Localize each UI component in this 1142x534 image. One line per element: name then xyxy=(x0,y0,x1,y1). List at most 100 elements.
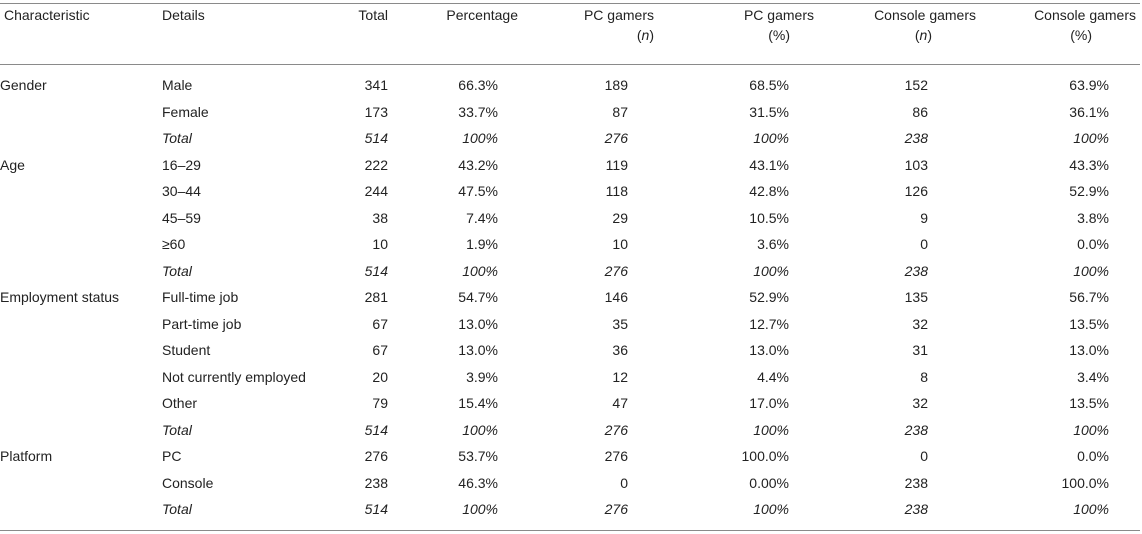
cell-characteristic xyxy=(0,364,162,391)
cell-console-gamers-n: 152 xyxy=(904,77,928,93)
table-row: Platform PC 276 53.7% 276 100.0% 0 0.0% xyxy=(0,443,1140,470)
cell-percentage: 54.7% xyxy=(458,289,498,305)
cell-pc-gamers-n: 12 xyxy=(612,368,628,385)
cell-pc-gamers-pct: 52.9% xyxy=(749,289,789,305)
cell-details: Full-time job xyxy=(162,289,239,305)
cell-total: 281 xyxy=(364,289,388,305)
cell-console-gamers-pct: 3.8% xyxy=(1077,209,1109,226)
table-row: Not currently employed 20 3.9% 12 4.4% 8 3.4% xyxy=(0,364,1140,391)
table-row-total: Total 514 100% 276 100% 238 100% xyxy=(0,125,1140,152)
cell-details: 16–29 xyxy=(162,156,201,173)
cell-percentage: 53.7% xyxy=(458,448,498,464)
table-header-rule xyxy=(0,64,1140,65)
cell-pc-gamers-n: 276 xyxy=(604,421,628,438)
cell-console-gamers-n: 238 xyxy=(904,262,928,279)
cell-pc-gamers-n: 119 xyxy=(605,156,628,173)
cell-pc-gamers-n: 276 xyxy=(604,262,628,279)
cell-details: Female xyxy=(162,103,209,120)
cell-total: 341 xyxy=(364,77,388,93)
cell-characteristic xyxy=(0,125,162,152)
cell-console-gamers-pct: 0.0% xyxy=(1077,448,1109,464)
cell-pc-gamers-n: 35 xyxy=(612,315,628,332)
cell-console-gamers-n: 32 xyxy=(912,395,928,411)
cell-console-gamers-n: 8 xyxy=(920,368,928,385)
cell-details: Total xyxy=(162,501,192,517)
cell-percentage: 66.3% xyxy=(458,77,498,93)
cell-characteristic: Employment status xyxy=(0,289,120,305)
cell-characteristic xyxy=(0,496,162,523)
cell-characteristic xyxy=(0,258,162,285)
table-body: Gender Male 341 66.3% 189 68.5% 152 63.9% Female… xyxy=(0,64,1140,523)
table-row: Employment status Full-time job 281 54.7% 14… xyxy=(0,284,1140,311)
header-pc-gamers-pct-sub: (%) xyxy=(768,27,790,43)
cell-characteristic: Age xyxy=(0,156,25,173)
cell-pc-gamers-pct: 10.5% xyxy=(749,209,789,226)
cell-percentage: 43.2% xyxy=(458,156,498,173)
cell-total: 10 xyxy=(372,236,388,252)
cell-console-gamers-n: 238 xyxy=(904,421,928,438)
cell-percentage: 100% xyxy=(462,501,498,517)
cell-console-gamers-n: 86 xyxy=(912,103,928,120)
cell-details: Not currently employed xyxy=(162,368,306,385)
cell-percentage: 47.5% xyxy=(458,183,498,199)
cell-details: Total xyxy=(162,421,192,438)
cell-details: Part-time job xyxy=(162,315,242,332)
header-pc-gamers-n: PC gamers (n) xyxy=(518,5,654,64)
cell-total: 79 xyxy=(372,395,388,411)
header-console-gamers-n: Console gamers (n) xyxy=(814,5,976,64)
cell-pc-gamers-pct: 12.7% xyxy=(749,315,789,332)
cell-pc-gamers-pct: 43.1% xyxy=(749,156,789,173)
cell-console-gamers-pct: 0.0% xyxy=(1077,236,1109,252)
demographics-table: Characteristic Details Total Percentage … xyxy=(0,5,1140,523)
header-details: Details xyxy=(162,7,205,23)
header-console-gamers-pct-sub: (%) xyxy=(1070,27,1092,43)
cell-pc-gamers-pct: 31.5% xyxy=(749,103,789,120)
cell-console-gamers-n: 103 xyxy=(904,156,928,173)
cell-percentage: 13.0% xyxy=(458,315,498,332)
cell-total: 514 xyxy=(364,262,388,279)
cell-console-gamers-pct: 13.5% xyxy=(1069,315,1109,332)
cell-characteristic xyxy=(0,390,162,417)
cell-total: 38 xyxy=(372,209,388,226)
cell-pc-gamers-n: 29 xyxy=(612,209,628,226)
cell-console-gamers-n: 32 xyxy=(912,315,928,332)
cell-pc-gamers-n: 36 xyxy=(612,342,628,358)
table-row: 30–44 244 47.5% 118 42.8% 126 52.9% xyxy=(0,178,1140,205)
cell-total: 238 xyxy=(364,474,388,491)
cell-console-gamers-n: 0 xyxy=(920,448,928,464)
cell-percentage: 7.4% xyxy=(466,209,498,226)
cell-console-gamers-pct: 100% xyxy=(1073,130,1109,146)
cell-percentage: 13.0% xyxy=(458,342,498,358)
cell-pc-gamers-pct: 100% xyxy=(753,262,789,279)
cell-total: 514 xyxy=(364,421,388,438)
cell-console-gamers-pct: 52.9% xyxy=(1069,183,1109,199)
header-console-gamers-pct-top: Console gamers xyxy=(1034,7,1136,23)
cell-total: 67 xyxy=(372,342,388,358)
header-total: Total xyxy=(358,7,388,23)
cell-characteristic xyxy=(0,99,162,126)
cell-percentage: 1.9% xyxy=(466,236,498,252)
cell-console-gamers-n: 126 xyxy=(904,183,928,199)
cell-details: Console xyxy=(162,474,214,491)
cell-details: Other xyxy=(162,395,198,411)
cell-pc-gamers-n: 146 xyxy=(604,289,628,305)
cell-details: 30–44 xyxy=(162,183,201,199)
cell-details: ≥60 xyxy=(162,236,186,252)
cell-pc-gamers-pct: 68.5% xyxy=(749,77,789,93)
cell-pc-gamers-n: 276 xyxy=(604,448,628,464)
cell-console-gamers-pct: 36.1% xyxy=(1069,103,1109,120)
cell-percentage: 3.9% xyxy=(466,368,498,385)
header-console-gamers-n-top: Console gamers xyxy=(874,7,976,23)
cell-total: 67 xyxy=(372,315,388,332)
cell-pc-gamers-pct: 42.8% xyxy=(749,183,789,199)
cell-console-gamers-pct: 13.5% xyxy=(1069,395,1109,411)
cell-characteristic xyxy=(0,205,162,232)
cell-total: 173 xyxy=(364,103,388,120)
cell-pc-gamers-pct: 100.0% xyxy=(741,448,789,464)
cell-pc-gamers-pct: 13.0% xyxy=(749,342,789,358)
cell-total: 222 xyxy=(364,156,388,173)
cell-percentage: 100% xyxy=(462,262,498,279)
cell-total: 244 xyxy=(364,183,388,199)
cell-total: 514 xyxy=(364,501,388,517)
